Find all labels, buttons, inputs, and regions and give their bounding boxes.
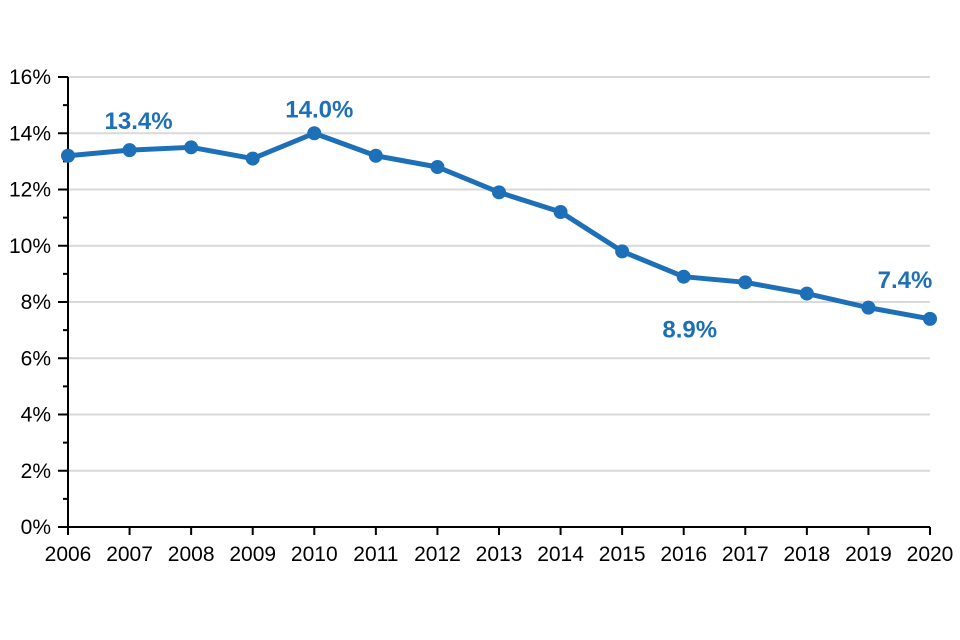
data-point-marker xyxy=(492,185,506,200)
data-point-marker xyxy=(553,205,568,219)
y-axis-tick-label: 2% xyxy=(21,460,51,483)
x-axis-tick-label: 2015 xyxy=(599,543,646,566)
data-point-marker xyxy=(430,160,445,174)
data-point-marker xyxy=(122,143,137,158)
y-axis-tick-label: 0% xyxy=(21,516,51,539)
x-axis-tick-label: 2013 xyxy=(476,543,523,566)
y-axis-tick-label: 14% xyxy=(9,122,51,145)
data-point-marker xyxy=(615,244,630,259)
y-axis-tick-label: 4% xyxy=(21,404,51,427)
data-point-marker xyxy=(184,140,199,155)
x-axis-tick-label: 2007 xyxy=(106,543,153,566)
data-point-marker xyxy=(307,126,322,141)
data-point-marker xyxy=(61,148,75,163)
data-point-marker xyxy=(245,151,260,166)
data-point-marker xyxy=(799,286,814,301)
x-axis-tick-label: 2011 xyxy=(353,543,398,566)
data-label: 13.4% xyxy=(105,108,173,135)
x-axis-tick-label: 2019 xyxy=(845,543,892,566)
x-axis-tick-label: 2020 xyxy=(907,543,954,566)
x-axis-tick-label: 2012 xyxy=(414,543,461,566)
x-axis-tick-label: 2009 xyxy=(229,543,276,566)
x-axis-tick-label: 2017 xyxy=(722,543,769,566)
x-axis-tick-label: 2010 xyxy=(291,543,338,566)
data-point-marker xyxy=(861,300,876,315)
x-axis-tick-label: 2006 xyxy=(45,543,92,566)
y-axis-tick-label: 6% xyxy=(21,347,51,370)
data-label: 7.4% xyxy=(878,267,933,294)
y-axis-tick-label: 12% xyxy=(9,179,51,202)
y-axis-tick-label: 10% xyxy=(9,235,51,258)
y-axis-tick-label: 16% xyxy=(9,66,51,89)
data-point-marker xyxy=(923,311,937,326)
data-point-marker xyxy=(676,269,691,284)
data-point-marker xyxy=(368,148,383,163)
x-axis-tick-label: 2008 xyxy=(168,543,215,566)
data-point-marker xyxy=(738,275,753,290)
x-axis-tick-label: 2016 xyxy=(660,543,707,566)
data-label: 8.9% xyxy=(662,317,717,344)
y-axis-tick-label: 8% xyxy=(21,291,51,314)
data-label: 14.0% xyxy=(285,96,353,123)
x-axis-tick-label: 2014 xyxy=(537,543,584,566)
x-axis-tick-label: 2018 xyxy=(783,543,830,566)
